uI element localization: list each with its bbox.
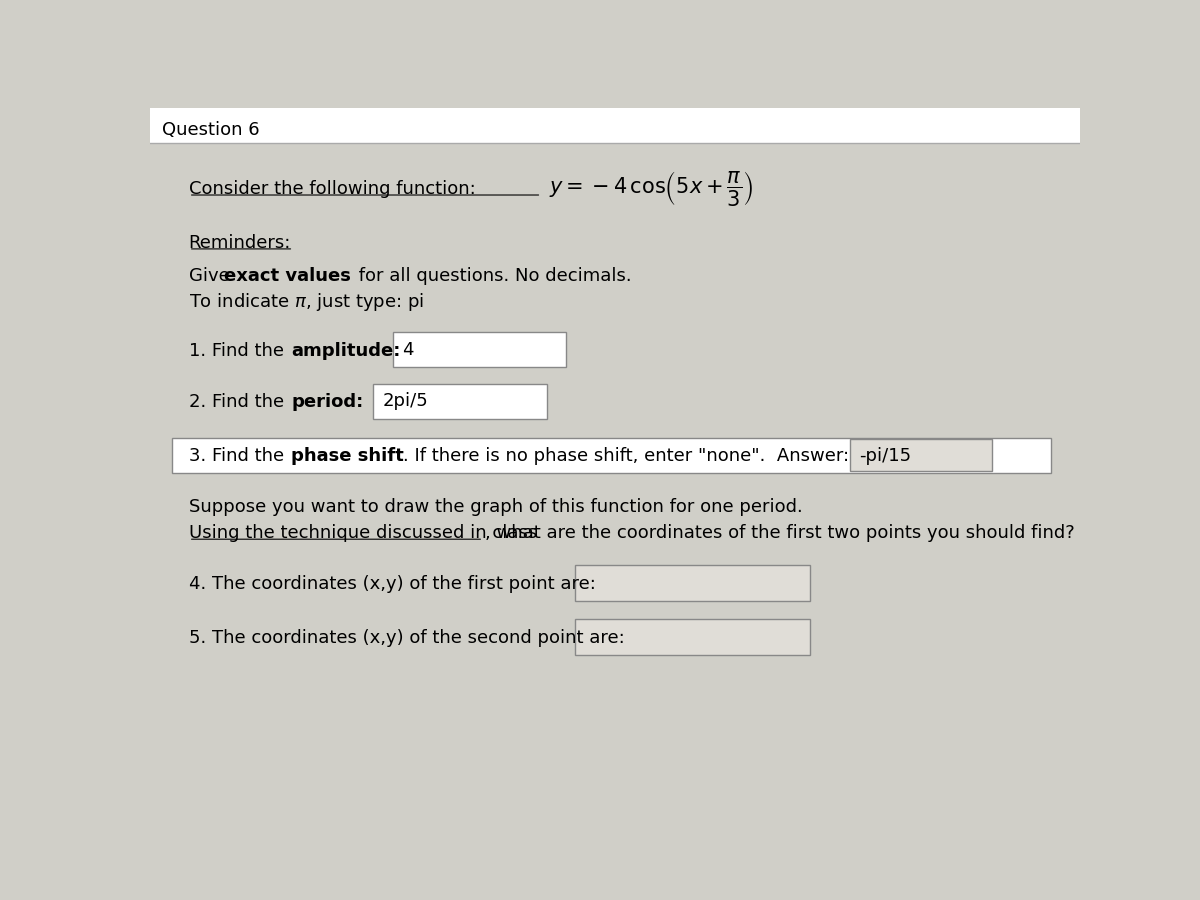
Text: . If there is no phase shift, enter "none".  Answer:: . If there is no phase shift, enter "non… [403, 447, 856, 465]
Text: Reminders:: Reminders: [188, 234, 292, 252]
Text: for all questions. No decimals.: for all questions. No decimals. [353, 267, 631, 285]
Text: $y = -4\,\cos\!\left(5x + \dfrac{\pi}{3}\right)$: $y = -4\,\cos\!\left(5x + \dfrac{\pi}{3}… [550, 169, 754, 209]
Text: 4. The coordinates (x,y) of the first point are:: 4. The coordinates (x,y) of the first po… [188, 575, 595, 593]
FancyBboxPatch shape [373, 383, 547, 419]
Text: To indicate $\pi$, just type: pi: To indicate $\pi$, just type: pi [188, 291, 424, 313]
Text: 3. Find the: 3. Find the [188, 447, 289, 465]
Text: 2. Find the: 2. Find the [188, 393, 289, 411]
Text: 1. Find the: 1. Find the [188, 342, 289, 360]
Text: Give: Give [188, 267, 235, 285]
Text: period:: period: [292, 393, 364, 411]
Text: phase shift: phase shift [292, 447, 403, 465]
FancyBboxPatch shape [392, 332, 566, 367]
Text: 2pi/5: 2pi/5 [383, 392, 428, 410]
Text: amplitude:: amplitude: [292, 342, 401, 360]
Text: 4: 4 [402, 341, 413, 359]
Text: 5. The coordinates (x,y) of the second point are:: 5. The coordinates (x,y) of the second p… [188, 629, 624, 647]
Text: -pi/15: -pi/15 [859, 447, 911, 465]
FancyBboxPatch shape [575, 565, 810, 601]
FancyBboxPatch shape [150, 108, 1080, 142]
FancyBboxPatch shape [172, 437, 1050, 473]
Text: , what are the coordinates of the first two points you should find?: , what are the coordinates of the first … [485, 524, 1074, 542]
Text: Using the technique discussed in class: Using the technique discussed in class [188, 524, 538, 542]
FancyBboxPatch shape [575, 619, 810, 654]
Text: Consider the following function:: Consider the following function: [188, 180, 475, 198]
Text: Question 6: Question 6 [162, 121, 259, 139]
Text: Suppose you want to draw the graph of this function for one period.: Suppose you want to draw the graph of th… [188, 498, 803, 516]
Text: exact values: exact values [223, 267, 350, 285]
FancyBboxPatch shape [850, 439, 992, 472]
